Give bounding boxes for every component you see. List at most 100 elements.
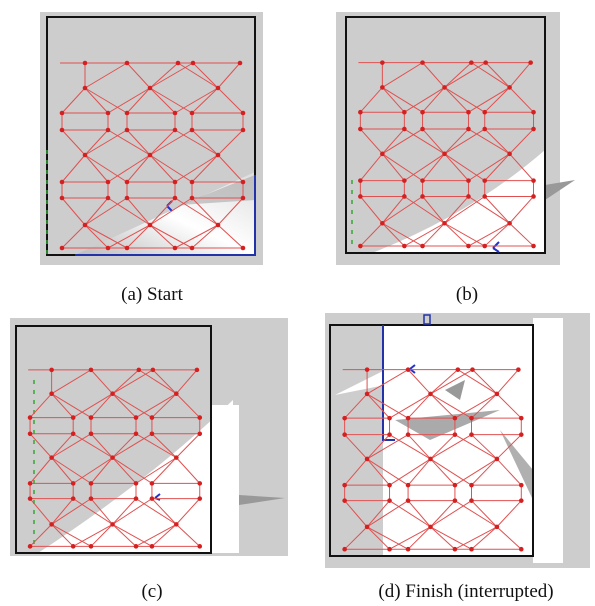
waypoint (495, 525, 500, 530)
waypoint (482, 194, 487, 199)
waypoint (190, 246, 195, 251)
waypoint (402, 127, 407, 132)
waypoint (442, 85, 447, 90)
waypoint (469, 60, 474, 65)
caption: (a) Start (121, 284, 183, 305)
waypoint (71, 544, 76, 549)
waypoint (83, 153, 88, 158)
waypoint (60, 196, 65, 201)
waypoint (380, 60, 385, 65)
waypoint (466, 194, 471, 199)
waypoint (466, 178, 471, 183)
waypoint (387, 498, 392, 503)
waypoint (89, 544, 94, 549)
waypoint (469, 432, 474, 437)
waypoint (71, 415, 76, 420)
waypoint (387, 483, 392, 488)
waypoint (482, 110, 487, 115)
waypoint (190, 111, 195, 116)
waypoint (125, 61, 130, 66)
waypoint (216, 86, 221, 91)
waypoint (89, 496, 94, 501)
waypoint (197, 415, 202, 420)
waypoint (380, 221, 385, 226)
waypoint (125, 196, 130, 201)
page: (a) Start (b) (c) (d) Finish (interrupte… (0, 0, 595, 606)
waypoint (365, 525, 370, 530)
waypoint (49, 368, 54, 373)
waypoint (402, 110, 407, 115)
waypoint (358, 127, 363, 132)
waypoint (387, 547, 392, 552)
waypoint (420, 127, 425, 132)
waypoint (60, 180, 65, 185)
waypoint (469, 483, 474, 488)
waypoint (406, 432, 411, 437)
caption: (c) (141, 581, 162, 602)
waypoint (495, 457, 500, 462)
waypoint (519, 498, 524, 503)
waypoint (83, 86, 88, 91)
waypoint (342, 483, 347, 488)
waypoint (456, 367, 461, 372)
waypoint (174, 522, 179, 527)
waypoint (71, 481, 76, 486)
waypoint (531, 127, 536, 132)
waypoint (150, 544, 155, 549)
waypoint (342, 547, 347, 552)
waypoint (483, 60, 488, 65)
caption: (b) (456, 284, 478, 305)
waypoint (110, 522, 115, 527)
waypoint (531, 194, 536, 199)
waypoint (531, 244, 536, 249)
waypoint (241, 180, 246, 185)
waypoint (28, 415, 33, 420)
waypoint (420, 178, 425, 183)
waypoint (83, 223, 88, 228)
waypoint (197, 431, 202, 436)
waypoint (531, 178, 536, 183)
waypoint (442, 221, 447, 226)
waypoint (173, 111, 178, 116)
waypoint (342, 432, 347, 437)
waypoint (453, 432, 458, 437)
waypoint (466, 127, 471, 132)
waypoint (519, 547, 524, 552)
waypoint (173, 196, 178, 201)
waypoint (507, 152, 512, 157)
figure: (a) Start (b) (c) (d) Finish (interrupte… (0, 0, 595, 606)
waypoint (241, 246, 246, 251)
waypoint (28, 431, 33, 436)
waypoint (470, 367, 475, 372)
waypoint (406, 498, 411, 503)
waypoint (358, 244, 363, 249)
waypoint (173, 180, 178, 185)
waypoint (151, 368, 156, 373)
waypoint (150, 415, 155, 420)
waypoint (174, 455, 179, 460)
waypoint (134, 431, 139, 436)
waypoint (406, 547, 411, 552)
waypoint (428, 457, 433, 462)
waypoint (428, 525, 433, 530)
waypoint (89, 368, 94, 373)
waypoint (89, 415, 94, 420)
waypoint (216, 153, 221, 158)
waypoint (469, 416, 474, 421)
panel-c (10, 318, 288, 556)
waypoint (466, 244, 471, 249)
waypoint (516, 367, 521, 372)
waypoint (106, 111, 111, 116)
waypoint (134, 481, 139, 486)
waypoint (71, 431, 76, 436)
waypoint (125, 111, 130, 116)
waypoint (89, 481, 94, 486)
waypoint (402, 194, 407, 199)
waypoint (125, 128, 130, 133)
waypoint (358, 110, 363, 115)
waypoint (402, 244, 407, 249)
waypoint (150, 496, 155, 501)
waypoint (453, 416, 458, 421)
waypoint (453, 547, 458, 552)
waypoint (195, 368, 200, 373)
